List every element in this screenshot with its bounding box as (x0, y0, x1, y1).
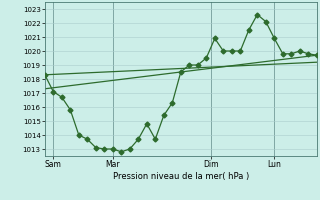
X-axis label: Pression niveau de la mer( hPa ): Pression niveau de la mer( hPa ) (113, 172, 249, 181)
